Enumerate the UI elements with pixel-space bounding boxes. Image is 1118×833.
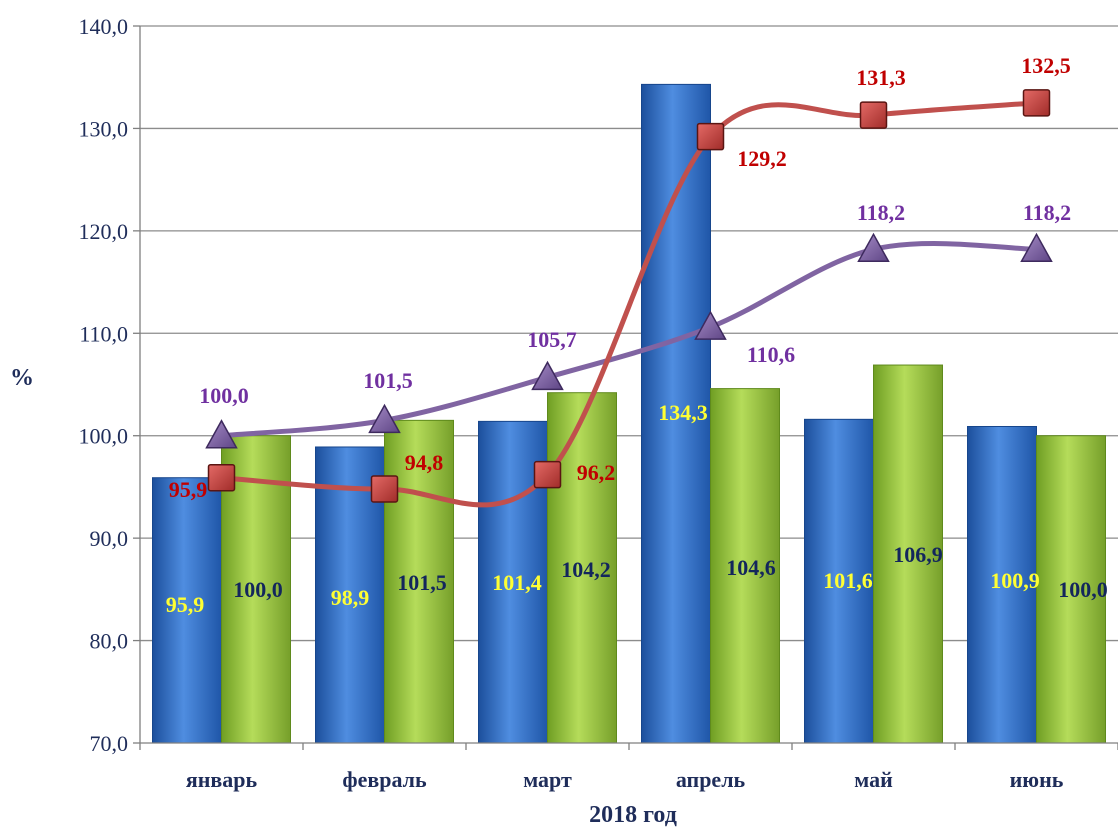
bar [1036, 435, 1106, 744]
x-category-label: апрель [676, 767, 746, 792]
x-category-label: май [854, 767, 893, 792]
line-data-label: 94,8 [405, 450, 444, 475]
x-category-label: июнь [1010, 767, 1064, 792]
line-data-label: 100,0 [199, 383, 249, 408]
line-data-label: 129,2 [737, 146, 787, 171]
y-tick-label: 110,0 [79, 321, 128, 346]
y-tick-label: 80,0 [90, 629, 129, 654]
square-marker [859, 101, 888, 129]
bar-data-label: 101,4 [492, 570, 542, 595]
bar-data-label: 100,9 [990, 568, 1040, 593]
bar [152, 477, 222, 744]
bar-data-label: 104,2 [561, 557, 611, 582]
bar [547, 392, 617, 744]
gridlines [140, 25, 1118, 642]
y-axis: 70,0 80,0 90,0 100,0 110,0 120,0 130,0 140,0 [79, 14, 141, 756]
line-data-label: 96,2 [577, 460, 616, 485]
y-tick-label: 130,0 [79, 116, 129, 141]
bar [967, 425, 1037, 744]
bar-data-label: 101,5 [397, 570, 447, 595]
triangle-marker [857, 232, 890, 263]
y-tick-label: 90,0 [90, 526, 129, 551]
triangle-marker [205, 419, 238, 449]
y-tick-label: 70,0 [90, 731, 129, 756]
line-data-label: 95,9 [169, 477, 208, 502]
bar [873, 364, 943, 744]
x-axis: январь февраль март апрель май июнь [139, 742, 1118, 792]
x-category-label: январь [186, 767, 258, 792]
line-data-label: 132,5 [1021, 53, 1071, 78]
triangle-marker [368, 403, 401, 434]
series-line [219, 241, 1039, 439]
bar-data-label: 104,6 [726, 555, 776, 580]
line-data-label: 101,5 [363, 368, 413, 393]
data-labels: 95,9 98,9 101,4 134,3 101,6 100,9 100,0 101,5 10… [166, 53, 1108, 617]
x-axis-label: 2018 год [589, 802, 677, 828]
x-category-label: февраль [342, 767, 427, 792]
bar-data-label: 100,0 [1058, 577, 1108, 602]
square-marker [370, 475, 399, 503]
series-markers [205, 89, 1053, 503]
square-marker [696, 122, 725, 151]
triangle-marker [1020, 232, 1053, 263]
triangle-marker [531, 360, 564, 391]
line-data-label: 118,2 [857, 200, 905, 225]
y-tick-label: 100,0 [79, 424, 129, 449]
bar-data-label: 98,9 [331, 585, 370, 610]
line-data-label: 118,2 [1023, 200, 1071, 225]
triangle-marker [694, 310, 727, 340]
bar-data-label: 95,9 [166, 592, 205, 617]
bar [710, 388, 780, 744]
bar [804, 418, 874, 744]
bar-data-label: 134,3 [658, 400, 708, 425]
square-marker [207, 463, 236, 492]
bar-data-label: 106,9 [893, 542, 943, 567]
y-axis-label: % [10, 365, 34, 391]
line-data-label: 105,7 [527, 327, 577, 352]
y-tick-label: 140,0 [79, 14, 129, 39]
bars [152, 83, 1106, 744]
square-marker [1022, 89, 1051, 117]
square-marker [533, 460, 562, 489]
y-tick-label: 120,0 [79, 219, 129, 244]
line-data-label: 110,6 [747, 342, 795, 367]
line-data-label: 131,3 [856, 65, 906, 90]
x-category-label: март [523, 767, 572, 792]
bar-data-label: 101,6 [823, 568, 873, 593]
bar-data-label: 100,0 [233, 577, 283, 602]
